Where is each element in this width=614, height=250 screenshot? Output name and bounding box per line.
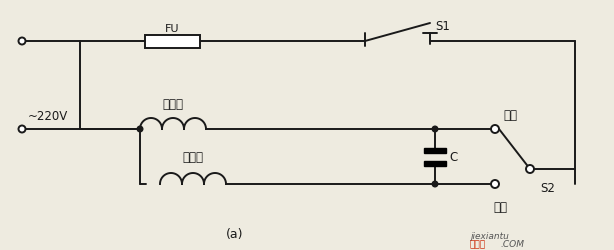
Text: S2: S2 <box>540 181 555 194</box>
Text: 接线图: 接线图 <box>470 240 486 248</box>
Text: FU: FU <box>165 24 180 33</box>
Text: 副绕组: 副绕组 <box>182 150 203 163</box>
Text: 反转: 反转 <box>493 200 507 213</box>
Text: .COM: .COM <box>500 240 524 248</box>
FancyBboxPatch shape <box>424 148 446 153</box>
Text: C: C <box>449 150 457 163</box>
Text: S1: S1 <box>435 20 450 32</box>
Text: 主绕组: 主绕组 <box>163 98 184 110</box>
Text: jiexiantu: jiexiantu <box>470 232 509 240</box>
Text: ~220V: ~220V <box>28 110 68 123</box>
Circle shape <box>432 127 438 132</box>
Circle shape <box>137 127 143 132</box>
Circle shape <box>18 38 26 45</box>
Circle shape <box>491 126 499 134</box>
Circle shape <box>432 182 438 187</box>
Circle shape <box>18 126 26 133</box>
Text: (a): (a) <box>226 228 244 240</box>
Text: 正转: 正转 <box>503 108 517 122</box>
Circle shape <box>491 180 499 188</box>
Circle shape <box>526 165 534 173</box>
FancyBboxPatch shape <box>145 35 200 48</box>
FancyBboxPatch shape <box>424 161 446 166</box>
